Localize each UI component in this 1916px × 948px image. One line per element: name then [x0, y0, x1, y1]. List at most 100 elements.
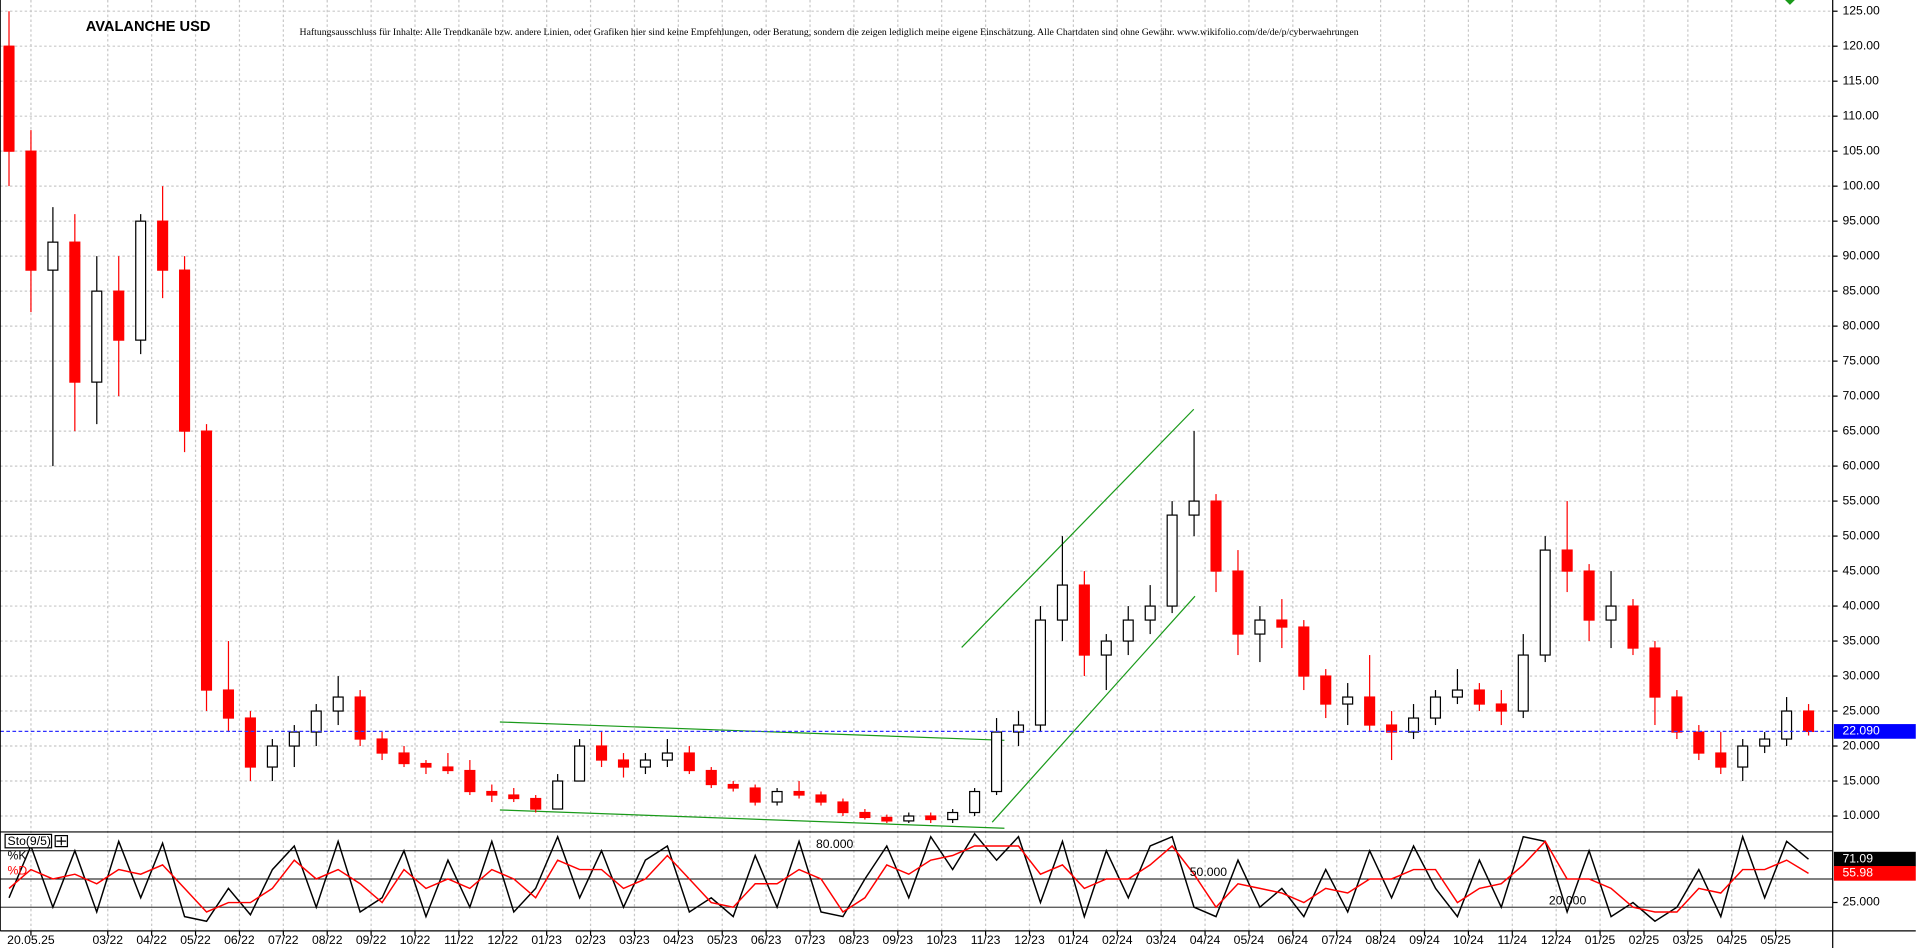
candle-body	[113, 290, 125, 341]
candle-body	[1188, 500, 1200, 516]
x-tick-label: 05/23	[707, 933, 738, 947]
candle-body	[25, 150, 37, 271]
x-tick-label: 04/25	[1716, 933, 1747, 947]
y-tick-label: 75.000	[1842, 353, 1880, 367]
y-tick-label: 90.000	[1842, 248, 1880, 262]
candle-body	[222, 689, 235, 719]
y-tick-label: 70.000	[1842, 388, 1880, 402]
x-tick-label: 03/24	[1146, 933, 1177, 947]
candle-body	[91, 290, 103, 383]
y-tick-label: 40.000	[1842, 598, 1880, 612]
x-tick-label: 12/23	[1014, 933, 1045, 947]
candle-body	[1122, 619, 1134, 642]
candle-body	[1451, 689, 1463, 698]
trendline	[499, 809, 1005, 829]
y-tick-label: 95.000	[1842, 213, 1880, 227]
y-tick-label: 115.00	[1842, 73, 1879, 87]
x-tick-label: 11/23	[971, 933, 1001, 947]
y-tick-label: 55.000	[1842, 493, 1880, 507]
indicator-title: Sto(9/5)	[8, 834, 51, 848]
candle-body	[925, 815, 937, 821]
legend-k: %K	[8, 849, 27, 863]
expand-icon	[56, 836, 67, 846]
y-tick-label: 10.000	[1842, 808, 1880, 822]
x-tick-label: 01/25	[1585, 933, 1616, 947]
candle-body	[1671, 696, 1683, 733]
level-label: 80.000	[816, 837, 854, 851]
candle-body	[574, 745, 586, 782]
y-tick-label: 65.000	[1842, 423, 1880, 437]
candle-body	[639, 759, 651, 768]
candle-body	[530, 797, 542, 810]
candle-body	[1715, 752, 1727, 768]
candle-body	[1056, 584, 1068, 621]
y-tick-label: 50.000	[1842, 528, 1880, 542]
y-tick-label: 120.00	[1842, 38, 1880, 52]
x-tick-label: 12/24	[1541, 933, 1572, 947]
candle-body	[727, 783, 739, 789]
x-tick-label: 04/22	[136, 933, 167, 947]
candle-body	[1100, 640, 1112, 656]
candle-body	[1649, 647, 1661, 698]
y-tick-label: 125.00	[1842, 3, 1880, 17]
candle-body	[1078, 584, 1090, 656]
x-tick-label: 09/24	[1409, 933, 1440, 947]
candle-body	[1781, 710, 1793, 740]
candle-body	[661, 752, 673, 761]
candle-body	[442, 766, 454, 772]
y-tick-label: 35.000	[1842, 633, 1880, 647]
candle-body	[815, 794, 827, 803]
candle-body	[705, 769, 717, 786]
candle-body	[1495, 703, 1507, 712]
value-box	[1833, 851, 1916, 867]
candle-body	[310, 710, 322, 733]
x-tick-label: 09/23	[883, 933, 914, 947]
candle-body	[991, 731, 1003, 793]
candle-body	[1407, 717, 1420, 733]
x-tick-label: 08/24	[1365, 933, 1396, 947]
x-tick-label: 04/24	[1190, 933, 1221, 947]
x-tick-label: 02/25	[1629, 933, 1660, 947]
y-tick-label: 25.000	[1842, 895, 1880, 909]
x-tick-label: 01/23	[531, 933, 562, 947]
x-tick-label: 07/22	[268, 933, 299, 947]
x-tick-label: 08/22	[312, 933, 343, 947]
x-tick-label: 03/25	[1673, 933, 1704, 947]
y-tick-label: 60.000	[1842, 458, 1880, 472]
candle-body	[1737, 745, 1749, 768]
candle-body	[749, 787, 761, 803]
x-tick-label: 10/24	[1453, 933, 1484, 947]
x-tick-label: 09/22	[356, 933, 387, 947]
y-tick-label: 105.00	[1842, 143, 1880, 157]
y-tick-label: 25.000	[1842, 703, 1880, 717]
candle-body	[157, 220, 169, 271]
candle-body	[1144, 605, 1156, 621]
candle-body	[332, 696, 344, 712]
candle-body	[1386, 724, 1398, 733]
candle-body	[1693, 731, 1705, 754]
candle-body	[947, 811, 959, 821]
candle-body	[1473, 689, 1485, 705]
y-tick-label: 30.000	[1842, 668, 1880, 682]
x-tick-label: 01/24	[1058, 933, 1089, 947]
candle-body	[1210, 500, 1222, 572]
stoch-line	[8, 840, 1809, 913]
candle-body	[1166, 514, 1178, 607]
candle-body	[771, 790, 783, 803]
candle-body	[376, 738, 388, 754]
last-price-box	[1833, 724, 1916, 739]
candle-body	[288, 731, 300, 747]
y-tick-label: 100.00	[1842, 178, 1880, 192]
candle-body	[969, 790, 981, 814]
value-label: 55.98	[1842, 866, 1873, 880]
candle-body	[3, 45, 15, 152]
x-tick-label: 02/24	[1102, 933, 1133, 947]
stoch-line	[8, 832, 1809, 923]
candle-body	[244, 717, 256, 768]
candle-body	[793, 790, 805, 796]
x-tick-label: 06/24	[1278, 933, 1309, 947]
trendline	[991, 595, 1196, 823]
marks	[0, 11, 1833, 923]
candle-body	[508, 794, 520, 800]
